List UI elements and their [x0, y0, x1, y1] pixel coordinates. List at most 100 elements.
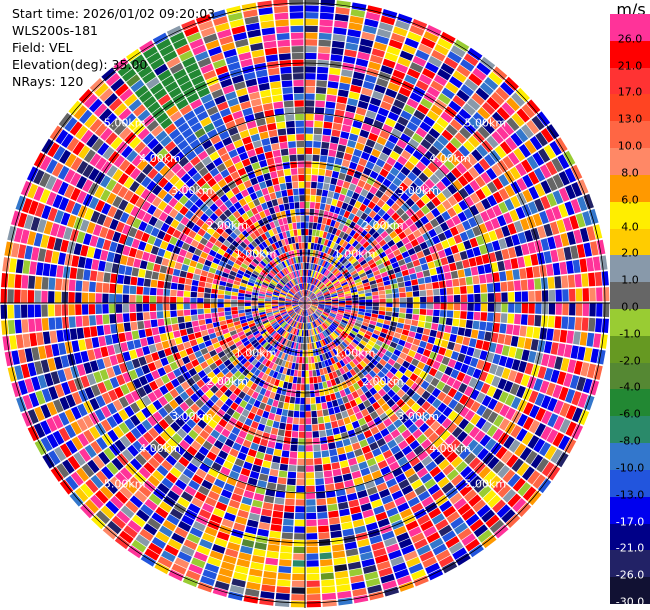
- velocity-gate: [158, 211, 169, 222]
- velocity-gate: [329, 241, 336, 249]
- velocity-gate: [150, 245, 160, 255]
- velocity-gate: [259, 311, 266, 316]
- velocity-gate: [264, 495, 275, 504]
- velocity-gate: [70, 172, 82, 187]
- velocity-gate: [386, 423, 397, 433]
- velocity-gate: [340, 131, 350, 140]
- velocity-gate: [334, 206, 341, 215]
- velocity-gate: [479, 82, 494, 96]
- velocity-gate: [228, 432, 238, 442]
- velocity-gate: [169, 388, 179, 399]
- velocity-gate: [407, 31, 422, 43]
- velocity-gate: [310, 195, 316, 202]
- velocity-gate: [190, 291, 198, 298]
- velocity-gate: [324, 225, 330, 232]
- velocity-gate: [288, 273, 293, 280]
- velocity-gate: [552, 329, 561, 342]
- velocity-gate: [171, 275, 179, 283]
- velocity-gate: [58, 149, 72, 165]
- velocity-gate: [305, 350, 308, 357]
- velocity-gate: [237, 373, 246, 382]
- velocity-gate: [176, 428, 188, 439]
- velocity-gate: [327, 316, 334, 321]
- velocity-gate: [310, 356, 315, 364]
- velocity-gate: [311, 297, 317, 301]
- velocity-gate: [305, 451, 314, 459]
- velocity-gate: [242, 325, 250, 331]
- velocity-gate: [150, 319, 158, 328]
- velocity-gate: [337, 419, 345, 427]
- velocity-gate: [341, 350, 348, 358]
- velocity-gate: [406, 291, 413, 298]
- velocity-gate: [138, 375, 148, 386]
- velocity-gate: [484, 438, 497, 451]
- velocity-gate: [348, 343, 355, 351]
- velocity-gate: [461, 533, 476, 546]
- velocity-gate: [305, 215, 310, 222]
- velocity-gate: [434, 338, 442, 346]
- velocity-gate: [333, 116, 344, 124]
- velocity-gate: [311, 298, 318, 302]
- velocity-gate: [257, 528, 269, 537]
- velocity-gate: [287, 309, 294, 313]
- velocity-gate: [210, 394, 219, 404]
- velocity-gate: [105, 72, 121, 87]
- velocity-gate: [198, 133, 210, 144]
- velocity-gate: [245, 269, 252, 276]
- velocity-gate: [279, 309, 287, 313]
- velocity-gate: [401, 445, 413, 456]
- velocity-gate: [238, 430, 248, 439]
- velocity-gate: [420, 296, 427, 303]
- velocity-gate: [397, 424, 407, 434]
- velocity-gate: [262, 258, 269, 265]
- velocity-gate: [547, 413, 559, 428]
- velocity-gate: [480, 171, 492, 184]
- velocity-gate: [27, 183, 39, 199]
- velocity-gate: [481, 198, 492, 210]
- velocity-gate: [355, 281, 363, 286]
- velocity-gate: [285, 304, 292, 307]
- velocity-gate: [379, 347, 387, 354]
- velocity-gate: [293, 286, 298, 293]
- velocity-gate: [376, 77, 389, 88]
- velocity-gate: [190, 393, 200, 403]
- velocity-gate: [543, 223, 553, 237]
- velocity-gate: [300, 343, 303, 350]
- velocity-gate: [268, 475, 278, 484]
- velocity-gate: [388, 134, 399, 144]
- velocity-gate: [313, 257, 317, 264]
- velocity-gate: [320, 276, 326, 282]
- velocity-gate: [206, 357, 215, 366]
- velocity-gate: [290, 600, 305, 608]
- velocity-gate: [313, 335, 318, 342]
- velocity-gate: [220, 355, 229, 363]
- velocity-gate: [305, 299, 311, 303]
- velocity-gate: [163, 296, 170, 303]
- velocity-gate: [305, 370, 309, 377]
- velocity-gate: [305, 316, 308, 323]
- velocity-gate: [312, 335, 316, 343]
- velocity-gate: [281, 312, 288, 317]
- velocity-gate: [283, 512, 295, 519]
- velocity-gate: [485, 167, 498, 181]
- velocity-gate: [279, 293, 286, 297]
- velocity-gate: [191, 279, 199, 287]
- velocity-gate: [393, 525, 407, 537]
- velocity-gate: [301, 323, 303, 330]
- velocity-gate: [511, 92, 525, 107]
- velocity-gate: [250, 442, 259, 451]
- velocity-gate: [343, 55, 356, 65]
- velocity-gate: [291, 383, 297, 391]
- velocity-gate: [219, 394, 229, 403]
- velocity-gate: [301, 297, 305, 303]
- velocity-gate: [369, 262, 377, 269]
- velocity-gate: [277, 572, 291, 580]
- velocity-gate: [540, 180, 552, 195]
- velocity-gate: [453, 150, 465, 162]
- velocity-gate: [311, 299, 318, 302]
- velocity-gate: [420, 194, 431, 205]
- velocity-gate: [324, 296, 331, 299]
- velocity-gate: [333, 406, 341, 414]
- velocity-gate: [277, 317, 284, 323]
- velocity-gate: [279, 422, 286, 430]
